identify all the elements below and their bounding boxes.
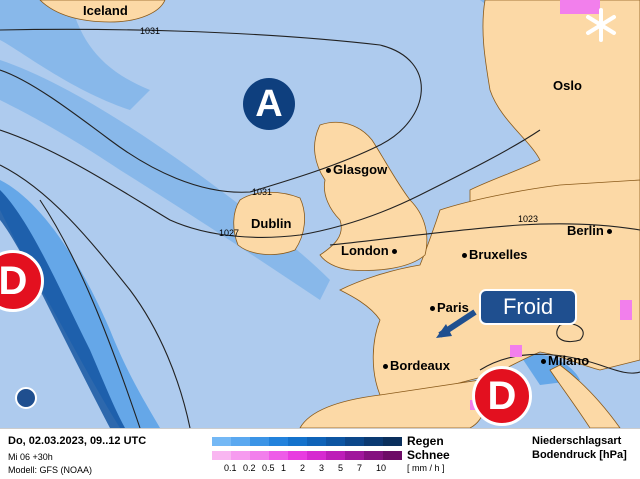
snow-label: Schnee — [407, 448, 450, 462]
scale-tick: 0.5 — [262, 463, 275, 473]
weather-map: Iceland Oslo Glasgow Dublin London Bruxe… — [0, 0, 640, 429]
snow-swatch — [345, 451, 364, 460]
scale-tick: 2 — [300, 463, 306, 473]
city-label: Milano — [541, 353, 589, 368]
rain-swatch — [345, 437, 364, 446]
snow-swatch — [269, 451, 288, 460]
scale-tick: 0.2 — [243, 463, 256, 473]
rain-swatch — [231, 437, 250, 446]
rain-scale — [212, 437, 402, 446]
city-label: Berlin — [567, 223, 614, 238]
rain-label: Regen — [407, 434, 444, 448]
isobar-label: 1031 — [140, 26, 161, 36]
isobar-label: 1023 — [518, 214, 539, 224]
run-info: Mi 06 +30h — [8, 452, 53, 462]
snow-scale — [212, 451, 402, 460]
heavy-rain — [0, 190, 125, 428]
snow-swatch — [364, 451, 383, 460]
snow-swatch — [383, 451, 402, 460]
city-label: London — [341, 243, 399, 258]
rain-swatch — [364, 437, 383, 446]
snow-swatch — [307, 451, 326, 460]
rain-swatch — [269, 437, 288, 446]
rain-swatch — [212, 437, 231, 446]
snowflake-icon — [586, 8, 616, 42]
snow-swatch — [212, 451, 231, 460]
model-info: Modell: GFS (NOAA) — [8, 465, 93, 475]
scale-tick: 10 — [376, 463, 387, 473]
low-pressure-marker: D — [472, 366, 532, 426]
scale-tick: 0.1 — [224, 463, 237, 473]
legend-title-2: Bodendruck [hPa] — [532, 449, 627, 461]
rain-swatch — [307, 437, 326, 446]
rain-swatch — [250, 437, 269, 446]
map-canvas — [0, 0, 640, 429]
city-label: Paris — [430, 300, 469, 315]
compass-icon[interactable] — [15, 387, 37, 409]
legend: Do, 02.03.2023, 09..12 UTC Mi 06 +30h Mo… — [0, 428, 640, 479]
snow-swatch — [231, 451, 250, 460]
city-label: Bruxelles — [462, 247, 528, 262]
city-label: Glasgow — [326, 162, 387, 177]
isobar-label: 1031 — [252, 187, 273, 197]
rain-swatch — [383, 437, 402, 446]
legend-title-1: Niederschlagsart — [532, 435, 622, 447]
low-pressure-marker: D — [0, 250, 44, 312]
scale-tick: 1 — [281, 463, 287, 473]
isobars — [0, 28, 640, 429]
scale-tick: 5 — [338, 463, 344, 473]
froid-callout: Froid — [479, 289, 577, 325]
city-label: Oslo — [553, 78, 582, 93]
datetime: Do, 02.03.2023, 09..12 UTC — [8, 435, 147, 447]
arrow-head — [436, 324, 452, 338]
city-label: Bordeaux — [383, 358, 450, 373]
city-label: Iceland — [83, 3, 128, 18]
scale-tick: 7 — [357, 463, 363, 473]
unit-label: [ mm / h ] — [407, 463, 445, 473]
rain-swatch — [288, 437, 307, 446]
city-label: Dublin — [251, 216, 292, 231]
rain-swatch — [326, 437, 345, 446]
snow-swatch — [250, 451, 269, 460]
isobar-label: 1027 — [219, 228, 240, 238]
snow-swatch — [326, 451, 345, 460]
high-pressure-marker: A — [243, 78, 295, 130]
snow-swatch — [288, 451, 307, 460]
scale-tick: 3 — [319, 463, 325, 473]
